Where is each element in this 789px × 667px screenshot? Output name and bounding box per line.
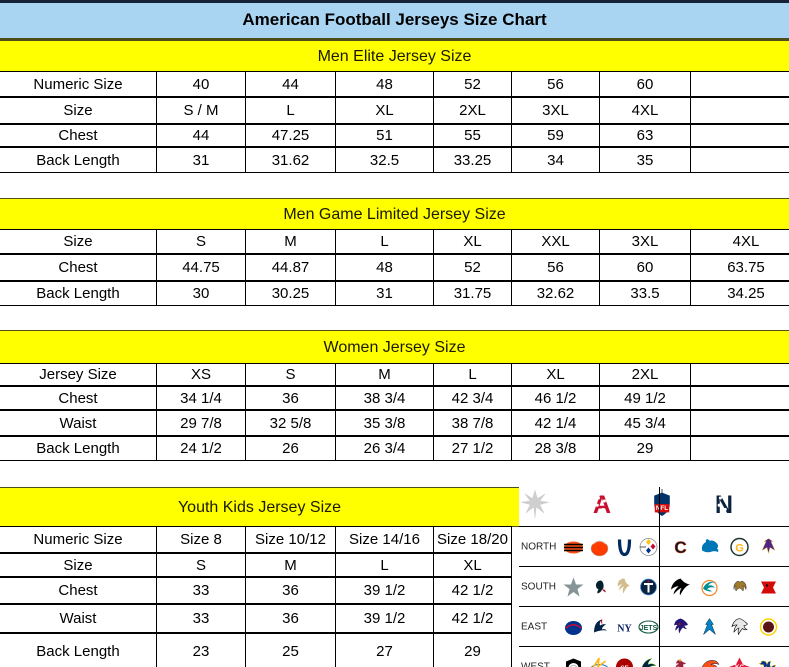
svg-text:G: G: [735, 543, 744, 555]
svg-text:NFL: NFL: [656, 505, 668, 512]
svg-text:JETS: JETS: [639, 625, 657, 632]
svg-text:A: A: [593, 491, 611, 519]
svg-text:NY: NY: [617, 624, 632, 635]
svg-text:C: C: [674, 538, 686, 557]
svg-text:N: N: [715, 491, 733, 519]
